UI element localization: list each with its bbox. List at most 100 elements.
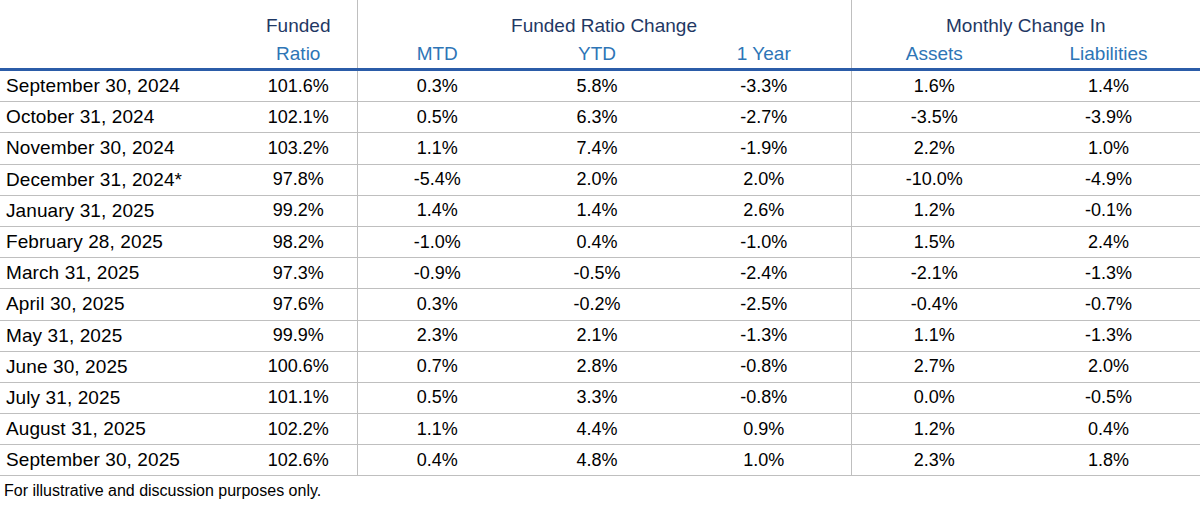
mtd-cell: -5.4% (357, 164, 517, 195)
ytd-cell: 4.8% (517, 445, 677, 476)
ytd-cell: 2.0% (517, 164, 677, 195)
liabilities-column-header: Liabilities (1017, 40, 1200, 70)
funded-group-header: Funded (240, 0, 357, 40)
ytd-column-header: YTD (517, 40, 677, 70)
table-row: October 31, 2024102.1%0.5%6.3%-2.7%-3.5%… (0, 102, 1200, 133)
liabilities-cell: -3.9% (1017, 102, 1200, 133)
funded-ratio-cell: 102.2% (240, 414, 357, 445)
funded-ratio-cell: 97.8% (240, 164, 357, 195)
assets-cell: 2.7% (851, 351, 1017, 382)
assets-cell: 1.1% (851, 320, 1017, 351)
table-row: November 30, 2024103.2%1.1%7.4%-1.9%2.2%… (0, 133, 1200, 164)
assets-cell: -2.1% (851, 258, 1017, 289)
ytd-cell: -0.5% (517, 258, 677, 289)
assets-cell: -0.4% (851, 289, 1017, 320)
funded-ratio-cell: 101.6% (240, 70, 357, 102)
date-cell: April 30, 2025 (0, 289, 240, 320)
assets-column-header: Assets (851, 40, 1017, 70)
liabilities-cell: -1.3% (1017, 258, 1200, 289)
ytd-cell: 5.8% (517, 70, 677, 102)
ytd-cell: 0.4% (517, 226, 677, 257)
liabilities-cell: -0.5% (1017, 382, 1200, 413)
liabilities-cell: 1.0% (1017, 133, 1200, 164)
one-year-cell: -3.3% (677, 70, 851, 102)
liabilities-cell: 2.4% (1017, 226, 1200, 257)
funded-ratio-cell: 97.6% (240, 289, 357, 320)
table-header: Funded Funded Ratio Change Monthly Chang… (0, 0, 1200, 70)
assets-cell: 1.6% (851, 70, 1017, 102)
funded-ratio-change-group-header: Funded Ratio Change (357, 0, 851, 40)
date-cell: June 30, 2025 (0, 351, 240, 382)
one-year-column-header: 1 Year (677, 40, 851, 70)
one-year-cell: 1.0% (677, 445, 851, 476)
date-cell: September 30, 2024 (0, 70, 240, 102)
table-row: March 31, 202597.3%-0.9%-0.5%-2.4%-2.1%-… (0, 258, 1200, 289)
mtd-cell: -0.9% (357, 258, 517, 289)
ytd-cell: 6.3% (517, 102, 677, 133)
assets-cell: 2.3% (851, 445, 1017, 476)
one-year-cell: -0.8% (677, 351, 851, 382)
table-body: September 30, 2024101.6%0.3%5.8%-3.3%1.6… (0, 70, 1200, 476)
date-cell: September 30, 2025 (0, 445, 240, 476)
mtd-cell: 0.4% (357, 445, 517, 476)
table-row: December 31, 2024*97.8%-5.4%2.0%2.0%-10.… (0, 164, 1200, 195)
mtd-cell: 0.7% (357, 351, 517, 382)
liabilities-cell: 1.8% (1017, 445, 1200, 476)
liabilities-cell: 1.4% (1017, 70, 1200, 102)
one-year-cell: -2.7% (677, 102, 851, 133)
mtd-cell: 2.3% (357, 320, 517, 351)
mtd-cell: 0.5% (357, 382, 517, 413)
date-cell: December 31, 2024* (0, 164, 240, 195)
monthly-change-group-header: Monthly Change In (851, 0, 1200, 40)
ytd-cell: -0.2% (517, 289, 677, 320)
mtd-cell: 1.1% (357, 414, 517, 445)
date-cell: January 31, 2025 (0, 195, 240, 226)
table-row: May 31, 202599.9%2.3%2.1%-1.3%1.1%-1.3% (0, 320, 1200, 351)
funded-ratio-cell: 103.2% (240, 133, 357, 164)
date-cell: February 28, 2025 (0, 226, 240, 257)
funded-ratio-cell: 98.2% (240, 226, 357, 257)
mtd-cell: 0.3% (357, 70, 517, 102)
liabilities-cell: -0.1% (1017, 195, 1200, 226)
liabilities-cell: -0.7% (1017, 289, 1200, 320)
table-row: January 31, 202599.2%1.4%1.4%2.6%1.2%-0.… (0, 195, 1200, 226)
funded-ratio-table: Funded Funded Ratio Change Monthly Chang… (0, 0, 1200, 476)
assets-cell: 0.0% (851, 382, 1017, 413)
liabilities-cell: 2.0% (1017, 351, 1200, 382)
one-year-cell: -0.8% (677, 382, 851, 413)
date-cell: July 31, 2025 (0, 382, 240, 413)
table-row: August 31, 2025102.2%1.1%4.4%0.9%1.2%0.4… (0, 414, 1200, 445)
one-year-cell: -1.9% (677, 133, 851, 164)
date-cell: March 31, 2025 (0, 258, 240, 289)
disclaimer-note: For illustrative and discussion purposes… (0, 476, 1200, 501)
assets-cell: -10.0% (851, 164, 1017, 195)
ytd-cell: 3.3% (517, 382, 677, 413)
column-header-row: Ratio MTD YTD 1 Year Assets Liabilities (0, 40, 1200, 70)
date-column-header (0, 40, 240, 70)
funded-ratio-cell: 102.6% (240, 445, 357, 476)
one-year-cell: -2.5% (677, 289, 851, 320)
table-row: February 28, 202598.2%-1.0%0.4%-1.0%1.5%… (0, 226, 1200, 257)
ytd-cell: 2.1% (517, 320, 677, 351)
funded-ratio-cell: 99.9% (240, 320, 357, 351)
assets-cell: 1.2% (851, 414, 1017, 445)
mtd-cell: -1.0% (357, 226, 517, 257)
assets-cell: 2.2% (851, 133, 1017, 164)
ytd-cell: 7.4% (517, 133, 677, 164)
funded-ratio-cell: 100.6% (240, 351, 357, 382)
date-cell: August 31, 2025 (0, 414, 240, 445)
liabilities-cell: -1.3% (1017, 320, 1200, 351)
assets-cell: -3.5% (851, 102, 1017, 133)
date-cell: October 31, 2024 (0, 102, 240, 133)
assets-cell: 1.5% (851, 226, 1017, 257)
one-year-cell: -2.4% (677, 258, 851, 289)
funded-ratio-cell: 99.2% (240, 195, 357, 226)
one-year-cell: -1.3% (677, 320, 851, 351)
ytd-cell: 2.8% (517, 351, 677, 382)
funded-ratio-report: Funded Funded Ratio Change Monthly Chang… (0, 0, 1200, 501)
liabilities-cell: -4.9% (1017, 164, 1200, 195)
mtd-cell: 1.4% (357, 195, 517, 226)
date-cell: November 30, 2024 (0, 133, 240, 164)
group-header-row: Funded Funded Ratio Change Monthly Chang… (0, 0, 1200, 40)
table-row: April 30, 202597.6%0.3%-0.2%-2.5%-0.4%-0… (0, 289, 1200, 320)
